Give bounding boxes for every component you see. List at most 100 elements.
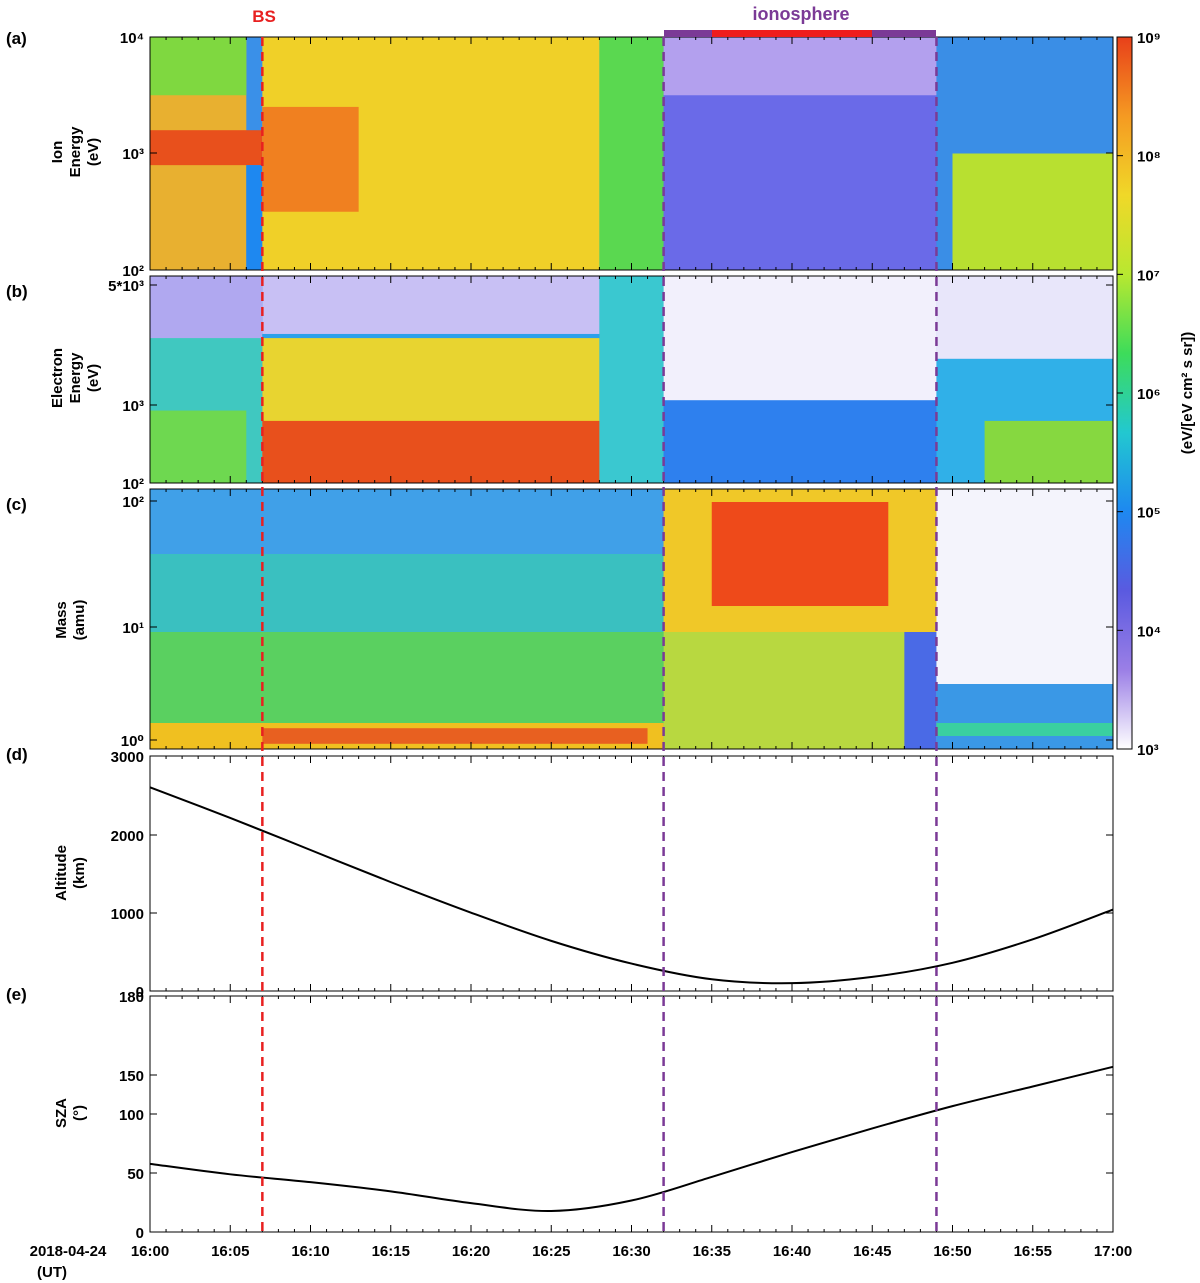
x-tick-label: 16:45 [853,1243,891,1260]
panel-b-tag: (b) [6,282,28,301]
colorbar-tick-label: 10⁹ [1137,30,1161,47]
panel-e-ylabel: SZA (°) [53,1098,88,1128]
panel-b-band [262,276,600,334]
ut-label: (UT) [37,1264,67,1281]
colorbar-label-group: (eV/[eV cm² s sr]) [1179,332,1196,455]
panel-a-band [262,106,359,212]
y-tick-label: 10⁴ [120,30,144,47]
panel-b-band [150,276,263,339]
panel-d-series-line [149,786,1114,985]
panel-b-band [984,420,1113,483]
x-tick-label: 16:50 [933,1243,971,1260]
y-tick-label: 10³ [122,398,144,415]
panel-e-frame [149,995,1114,1233]
y-tick-label: 10² [122,263,144,280]
panel-a-ylabel: Ion Energy (eV) [49,126,102,178]
axis-ticks [149,36,1114,1233]
colorbar-label: (eV/[eV cm² s sr]) [1179,332,1196,455]
panel-a-ylabel-line1: Ion [49,141,66,164]
y-tick-label: 10² [122,494,144,511]
panel-c-band [936,723,1113,736]
y-tick-label: 150 [119,1068,144,1085]
x-tick-label: 16:35 [693,1243,731,1260]
date-label: 2018-04-24 [30,1243,107,1260]
panel-c-band [711,502,889,606]
panel-b-ylabel-line1: Electron [49,348,66,408]
y-tick-labels: 10⁴10³10²5*10³10³10²10²10¹10⁰30002000100… [108,30,144,1242]
y-tick-label: 10³ [122,146,144,163]
panel-a-band [246,165,263,270]
panel-b-ylabel-line2: Energy [67,352,84,404]
panel-b-ylabel: Electron Energy (eV) [49,348,102,408]
panel-a-ylabel-line2: Energy [67,126,84,178]
panel-a-ylabel-line3: (eV) [85,138,102,166]
panel-c-band [150,489,664,554]
x-tick-labels: 16:00 16:05 16:10 16:15 16:20 16:25 16:30 16:35… [131,1243,1132,1260]
x-tick-label: 16:00 [131,1243,169,1260]
panel-b-band [663,400,937,483]
panel-b-band [150,410,247,483]
event-markers [261,37,938,1232]
y-tick-label: 10⁰ [121,733,144,750]
colorbar-ticks: 10⁹ 10⁸ 10⁷ 10⁶ 10⁵ 10⁴ 10³ [1117,30,1161,759]
y-tick-label: 0 [136,984,144,1001]
panel-d-ylabel: Altitude (km) [53,845,88,901]
x-tick-label: 16:25 [532,1243,570,1260]
ionosphere-core-bar [712,30,872,37]
x-tick-label: 16:20 [452,1243,490,1260]
panel-c-tag: (c) [6,495,27,514]
panel-a-band [599,37,664,270]
panel-d-ylabel-line1: Altitude [53,845,70,901]
panel-a-tag: (a) [6,29,27,48]
panel-a-band [150,130,263,166]
colorbar-tick-label: 10⁵ [1137,505,1161,522]
y-tick-label: 50 [127,1166,144,1183]
panel-d-tag: (d) [6,745,28,764]
y-tick-label: 180 [119,989,144,1006]
panel-d-frame [149,755,1114,992]
x-tick-label: 16:40 [773,1243,811,1260]
panel-b-ylabel-line3: (eV) [85,364,102,392]
x-tick-label: 16:30 [612,1243,650,1260]
spectrogram-layer [150,37,1113,749]
panel-a-band [663,37,937,96]
panel-b-band [936,276,1113,359]
y-tick-label: 1000 [111,906,144,923]
colorbar-tick-label: 10³ [1137,742,1159,759]
panel-c-band [936,684,1113,749]
panel-b-band [599,276,664,483]
ionosphere-label: ionosphere [752,4,849,24]
y-tick-label: 100 [119,1107,144,1124]
x-tick-label: 17:00 [1094,1243,1132,1260]
y-tick-label: 3000 [111,749,144,766]
x-tick-label: 16:55 [1014,1243,1052,1260]
colorbar-tick-label: 10⁴ [1137,623,1161,640]
panel-b-band [262,420,600,483]
bs-label: BS [252,7,276,26]
panel-c-band [904,632,937,749]
panel-c-ylabel-line2: (amu) [71,600,88,641]
y-tick-label: 0 [136,1225,144,1242]
x-tick-label: 16:10 [291,1243,329,1260]
colorbar-tick-label: 10⁷ [1137,267,1160,284]
panel-a-band [150,37,247,96]
panel-c-ylabel: Mass (amu) [53,600,88,641]
x-tick-label: 16:15 [372,1243,410,1260]
y-tick-label: 10² [122,476,144,493]
y-tick-label: 2000 [111,828,144,845]
panel-e-tag: (e) [6,985,27,1004]
panel-c-ylabel-line1: Mass [53,601,70,639]
panel-b-band [663,276,937,401]
panel-e-ylabel-line1: SZA [53,1098,70,1128]
panel-e-series-line [149,1065,1114,1213]
panel-e-ylabel-line2: (°) [71,1105,88,1121]
colorbar-tick-label: 10⁸ [1137,149,1161,166]
panel-c-band [262,728,648,744]
y-tick-label: 5*10³ [108,278,144,295]
panel-d-ylabel-line2: (km) [71,857,88,889]
panel-a-band [952,153,1113,270]
x-tick-label: 16:05 [211,1243,249,1260]
colorbar-tick-label: 10⁶ [1137,386,1161,403]
y-tick-label: 10¹ [122,620,144,637]
